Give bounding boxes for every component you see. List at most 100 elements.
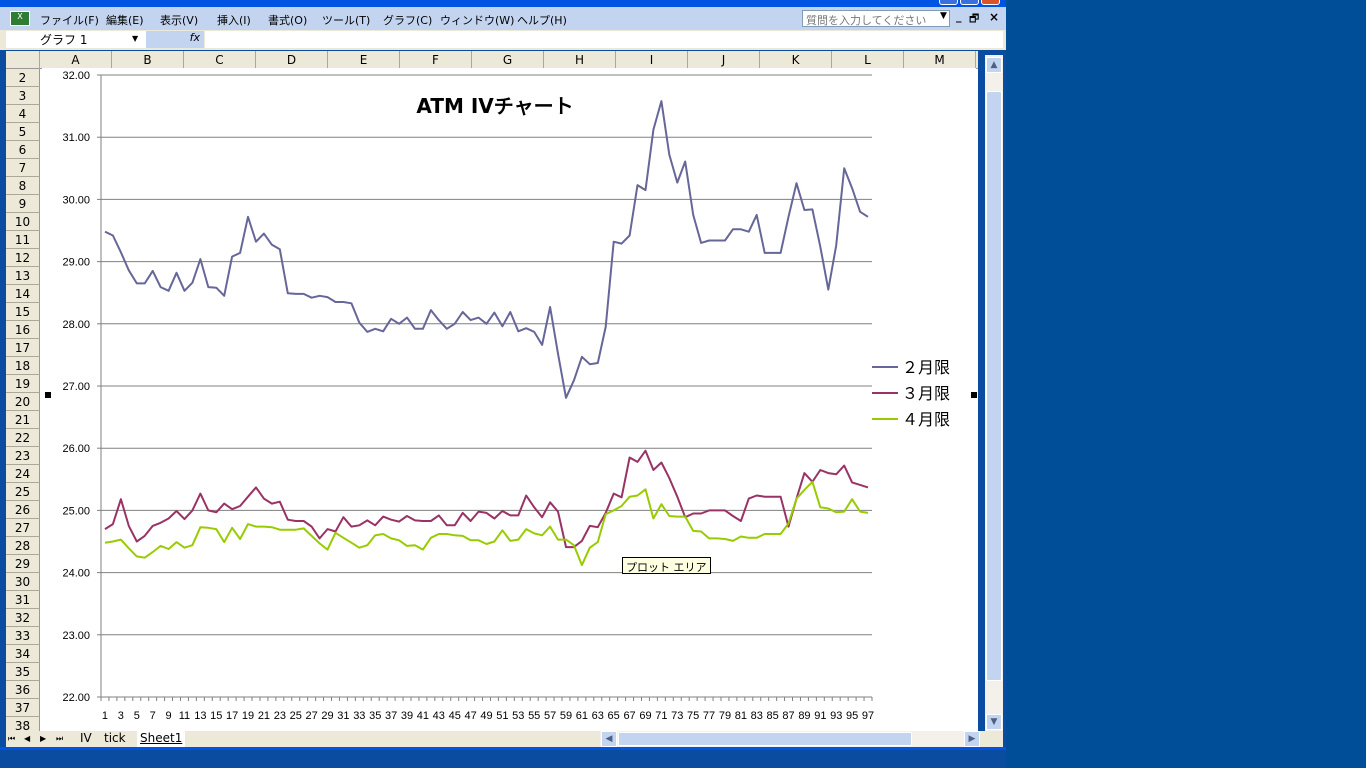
scroll-up-button[interactable]: ▲	[986, 57, 1002, 73]
row-header-15[interactable]: 15	[6, 303, 40, 321]
column-header-c[interactable]: C	[184, 51, 256, 69]
sheet-tab-iv[interactable]: IV	[80, 731, 92, 745]
insert-function-button[interactable]: fx	[146, 31, 204, 48]
row-header-17[interactable]: 17	[6, 339, 40, 357]
row-header-23[interactable]: 23	[6, 447, 40, 465]
row-header-21[interactable]: 21	[6, 411, 40, 429]
help-dropdown-icon[interactable]: ▼	[940, 11, 947, 21]
row-header-27[interactable]: 27	[6, 519, 40, 537]
x-tick-label: 83	[751, 710, 763, 722]
window-titlebar[interactable]	[0, 0, 1006, 7]
row-header-10[interactable]: 10	[6, 213, 40, 231]
sheet-tab-sheet1[interactable]: Sheet1	[137, 731, 186, 747]
row-header-24[interactable]: 24	[6, 465, 40, 483]
column-header-i[interactable]: I	[616, 51, 688, 69]
menu-help[interactable]: ヘルプ(H)	[517, 14, 567, 27]
row-header-19[interactable]: 19	[6, 375, 40, 393]
row-header-34[interactable]: 34	[6, 645, 40, 663]
scroll-left-button[interactable]: ◀	[601, 731, 617, 747]
menu-view[interactable]: 表示(V)	[160, 14, 199, 27]
scroll-right-button[interactable]: ▶	[964, 731, 980, 747]
row-header-29[interactable]: 29	[6, 555, 40, 573]
horizontal-scrollbar[interactable]: ◀ ▶	[600, 731, 980, 747]
row-header-14[interactable]: 14	[6, 285, 40, 303]
row-header-2[interactable]: 2	[6, 69, 40, 87]
menu-chart[interactable]: グラフ(C)	[383, 14, 433, 27]
menu-file[interactable]: ファイル(F)	[40, 14, 99, 27]
column-header-h[interactable]: H	[544, 51, 616, 69]
column-header-k[interactable]: K	[760, 51, 832, 69]
menu-insert[interactable]: 挿入(I)	[217, 14, 251, 27]
row-header-35[interactable]: 35	[6, 663, 40, 681]
column-header-e[interactable]: E	[328, 51, 400, 69]
chart-resize-handle-left[interactable]	[45, 392, 51, 398]
row-headers: 2 3 4 5 6 7 8 9 10 11 12 13 14 15 16 17 18 19 20 21 22 23 24 25…	[6, 69, 40, 732]
x-tick-label: 53	[512, 710, 524, 722]
row-header-30[interactable]: 30	[6, 573, 40, 591]
row-header-33[interactable]: 33	[6, 627, 40, 645]
x-tick-label: 65	[608, 710, 620, 722]
row-header-22[interactable]: 22	[6, 429, 40, 447]
row-header-38[interactable]: 38	[6, 717, 40, 732]
row-header-37[interactable]: 37	[6, 699, 40, 717]
row-header-12[interactable]: 12	[6, 249, 40, 267]
minimize-window-button[interactable]	[939, 0, 958, 5]
x-tick-label: 73	[671, 710, 683, 722]
maximize-window-button[interactable]	[960, 0, 979, 5]
chart-area[interactable]: 22.00 23.00 24.00 25.00 26.00 27.00 28.00 29.00…	[42, 68, 976, 732]
name-box[interactable]: グラフ 1	[6, 31, 146, 48]
next-sheet-button[interactable]: ▶	[40, 734, 47, 743]
select-all-corner[interactable]	[6, 51, 40, 69]
first-sheet-button[interactable]: ⏮	[8, 734, 16, 743]
last-sheet-button[interactable]: ⏭	[56, 734, 64, 743]
column-header-g[interactable]: G	[472, 51, 544, 69]
row-header-8[interactable]: 8	[6, 177, 40, 195]
vertical-scroll-thumb[interactable]	[986, 91, 1002, 681]
menu-edit[interactable]: 編集(E)	[106, 14, 144, 27]
name-box-dropdown-icon[interactable]: ▼	[132, 34, 139, 43]
row-header-25[interactable]: 25	[6, 483, 40, 501]
column-header-m[interactable]: M	[904, 51, 976, 69]
menu-window[interactable]: ウィンドウ(W)	[440, 14, 515, 27]
help-question-input[interactable]: 質問を入力してください	[802, 10, 950, 27]
row-header-11[interactable]: 11	[6, 231, 40, 249]
row-header-31[interactable]: 31	[6, 591, 40, 609]
workbook-close-button[interactable]: ×	[989, 10, 1000, 24]
row-header-7[interactable]: 7	[6, 159, 40, 177]
x-tick-label: 45	[449, 710, 461, 722]
row-header-18[interactable]: 18	[6, 357, 40, 375]
column-header-b[interactable]: B	[112, 51, 184, 69]
column-header-j[interactable]: J	[688, 51, 760, 69]
row-header-13[interactable]: 13	[6, 267, 40, 285]
chart-resize-handle-right[interactable]	[971, 392, 977, 398]
column-header-l[interactable]: L	[832, 51, 904, 69]
menu-format[interactable]: 書式(O)	[268, 14, 308, 27]
excel-app-icon[interactable]: X	[10, 11, 30, 26]
workbook-minimize-button[interactable]: _	[956, 10, 962, 23]
series-line-3	[104, 480, 869, 567]
sheet-tab-tick[interactable]: tick	[104, 731, 126, 745]
row-header-9[interactable]: 9	[6, 195, 40, 213]
x-tick-label: 95	[846, 710, 858, 722]
row-header-20[interactable]: 20	[6, 393, 40, 411]
prev-sheet-button[interactable]: ◀	[24, 734, 31, 743]
column-header-f[interactable]: F	[400, 51, 472, 69]
formula-input[interactable]	[205, 31, 1003, 48]
row-header-3[interactable]: 3	[6, 87, 40, 105]
column-header-d[interactable]: D	[256, 51, 328, 69]
close-window-button[interactable]	[981, 0, 1000, 5]
row-header-32[interactable]: 32	[6, 609, 40, 627]
scroll-down-button[interactable]: ▼	[986, 714, 1002, 730]
row-header-36[interactable]: 36	[6, 681, 40, 699]
column-header-a[interactable]: A	[40, 51, 112, 69]
menu-tools[interactable]: ツール(T)	[322, 14, 371, 27]
row-header-4[interactable]: 4	[6, 105, 40, 123]
row-header-5[interactable]: 5	[6, 123, 40, 141]
row-header-28[interactable]: 28	[6, 537, 40, 555]
row-header-6[interactable]: 6	[6, 141, 40, 159]
horizontal-scroll-thumb[interactable]	[618, 732, 912, 746]
row-header-16[interactable]: 16	[6, 321, 40, 339]
row-header-26[interactable]: 26	[6, 501, 40, 519]
vertical-scrollbar[interactable]: ▲ ▼	[985, 55, 1003, 731]
workbook-restore-button[interactable]: 🗗	[969, 12, 980, 25]
